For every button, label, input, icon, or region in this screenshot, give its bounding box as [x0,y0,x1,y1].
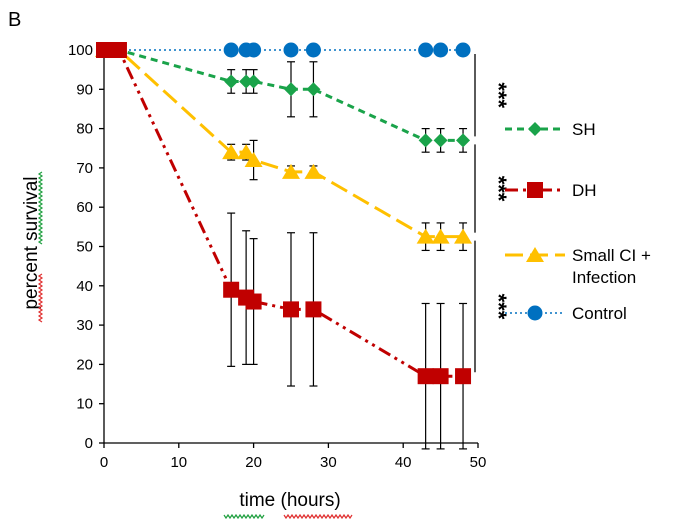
y-tick-label: 20 [76,356,93,373]
panel-label: B [8,9,21,31]
legend-item: Small CI + Infection [505,246,651,287]
legend-label: Infection [572,268,636,287]
data-point [433,133,448,148]
data-point [432,368,449,385]
error-bars-0 [227,61,468,153]
data-point [305,301,322,318]
y-tick-label: 60 [76,199,93,216]
legend-marker [526,247,544,262]
y-label-underline [37,273,44,323]
data-point [283,301,299,318]
y-tick-label: 40 [76,278,93,295]
legend-item: SH [505,120,596,139]
x-tick-label: 40 [395,454,412,471]
data-point [305,42,321,58]
data-point [244,152,263,168]
data-point [455,42,471,58]
legend-marker [528,122,542,136]
y-tick-label: 10 [76,396,93,413]
x-tick-label: 10 [170,454,187,471]
data-point [418,42,434,58]
legend: SH DH Small CI + Infection Control [505,120,651,323]
y-tick-label: 70 [76,160,93,177]
x-tick-label: 0 [100,454,108,471]
data-point [282,163,300,179]
error-bars-2 [227,139,468,252]
legend-label: DH [572,181,597,200]
legend-item: DH [505,181,597,200]
data-point [246,74,261,89]
data-point [456,133,471,148]
data-point [433,42,449,58]
error-bars-1 [227,212,468,450]
data-point [245,293,262,310]
y-tick-label: 100 [68,42,93,59]
plot-area [95,42,473,450]
series-square [96,42,472,385]
series-line [104,48,464,239]
x-tick-label: 20 [245,454,262,471]
legend-marker [527,182,543,198]
y-tick-label: 80 [76,121,93,138]
data-point [224,74,239,89]
series-circle [96,42,471,58]
data-point [416,228,435,244]
data-point [283,42,299,58]
y-axis-label: percent survival [21,176,42,309]
legend-marker [527,305,543,321]
series-diamond [97,43,471,148]
legend-label: Control [572,304,627,323]
data-point [417,368,434,385]
y-tick-label: 50 [76,239,93,256]
data-point [284,82,298,97]
data-point [455,368,472,385]
data-point [222,144,241,160]
significance-stars: *** [486,294,511,320]
x-label-underline-red [283,513,353,520]
data-point [223,42,239,58]
y-tick-label: 30 [76,317,93,334]
data-point [418,133,433,148]
series-line [104,48,464,378]
data-point [306,82,321,97]
data-point [223,281,240,298]
series-triangle [95,42,473,244]
significance-brackets: ********* [474,54,511,373]
data-point [239,74,254,89]
legend-item: Control [505,304,627,323]
data-point [237,144,256,160]
x-label-underline-green [223,513,265,520]
significance-stars: *** [486,82,511,108]
data-point [304,163,323,179]
data-point [246,42,262,58]
legend-label: SH [572,120,596,139]
y-tick-label: 90 [76,81,93,98]
series-line [104,48,464,142]
data-point [431,228,450,244]
y-label-underline-green [37,171,44,245]
y-tick-label: 0 [85,435,93,452]
data-point [110,42,127,58]
x-tick-label: 30 [320,454,337,471]
x-tick-label: 50 [470,454,487,471]
data-point [454,228,473,244]
x-axis-label: time (hours) [239,490,340,511]
axes: 0 10 20 30 40 50 60 70 80 90 100 0 10 20 30 40 50 [68,42,486,471]
legend-label: Small CI + [572,246,651,265]
